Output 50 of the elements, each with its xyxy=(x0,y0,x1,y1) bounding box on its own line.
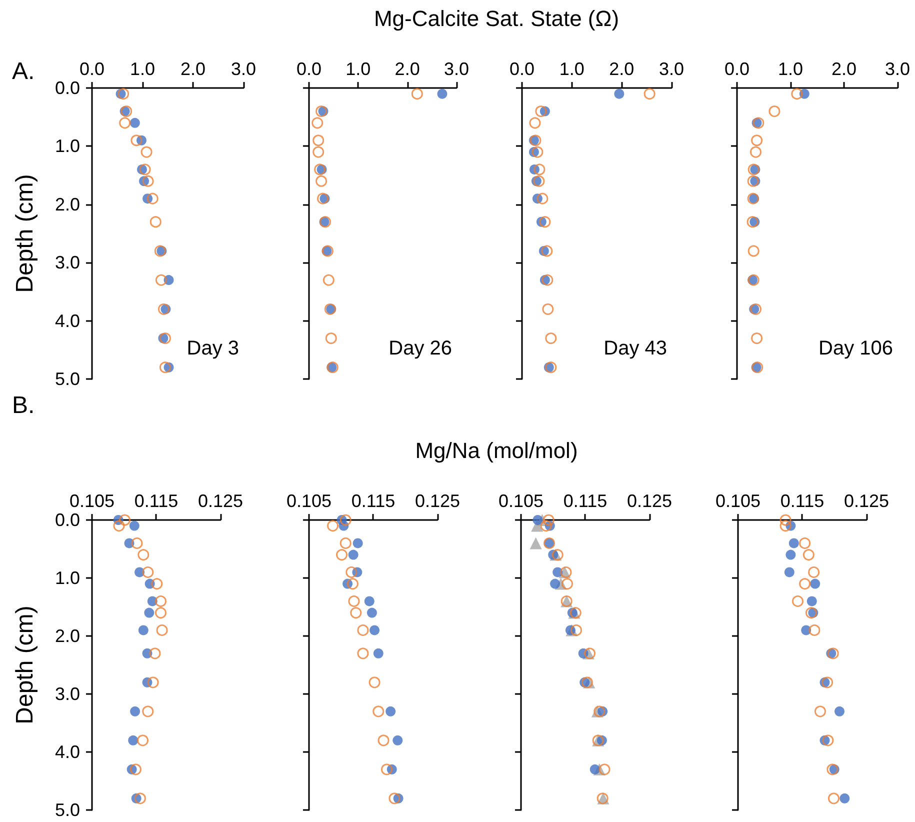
x-tick-label: 3.0 xyxy=(444,59,470,79)
x-tick-label: 0.105 xyxy=(286,491,332,511)
x-tick-label: 0.0 xyxy=(79,59,105,79)
y-tick-label: 4.0 xyxy=(54,742,80,762)
y-tick-label: 2.0 xyxy=(54,626,80,646)
x-tick-label: 2.0 xyxy=(180,59,206,79)
annotation: Day 26 xyxy=(388,337,452,360)
y-axis-title: Depth (cm) xyxy=(12,174,38,293)
x-axis-title: Mg-Calcite Sat. State (Ω) xyxy=(372,6,620,32)
y-tick-label: 5.0 xyxy=(54,369,80,389)
x-tick-label: 0.115 xyxy=(134,491,178,511)
x-tick-label: 2.0 xyxy=(609,59,634,79)
chart-title: B. xyxy=(12,392,35,420)
y-tick-label: 3.0 xyxy=(54,252,80,273)
x-tick-label: 0.125 xyxy=(414,491,460,511)
y-tick-label: 2.0 xyxy=(54,194,80,214)
x-tick-label: 0.125 xyxy=(626,491,672,511)
x-axis-title: Mg/Na (mol/mol) xyxy=(414,438,579,464)
y-tick-label: 1.0 xyxy=(54,568,80,588)
chart-title: A. xyxy=(12,58,35,86)
y-tick-label: 5.0 xyxy=(54,800,80,820)
x-tick-label: 0.125 xyxy=(844,491,889,511)
x-tick-label: 0.0 xyxy=(296,59,322,79)
x-tick-label: 0.105 xyxy=(69,491,115,511)
x-tick-label: 2.0 xyxy=(831,59,857,79)
y-tick-label: 4.0 xyxy=(54,310,80,331)
annotation: Day 106 xyxy=(818,337,894,360)
x-tick-label: 0.0 xyxy=(509,59,535,79)
x-tick-label: 0.125 xyxy=(198,491,243,511)
x-tick-label: 1.0 xyxy=(346,59,371,79)
x-tick-label: 1.0 xyxy=(130,59,156,79)
y-axis-title: Depth (cm) xyxy=(12,606,38,724)
y-tick-label: 0.0 xyxy=(54,510,80,530)
x-tick-label: 0.105 xyxy=(498,491,544,511)
y-tick-label: 0.0 xyxy=(54,78,80,98)
y-tick-label: 1.0 xyxy=(54,136,80,156)
x-tick-label: 0.0 xyxy=(724,59,750,79)
x-tick-label: 1.0 xyxy=(778,59,804,79)
annotation: Day 43 xyxy=(604,337,668,360)
x-tick-label: 2.0 xyxy=(394,59,420,79)
x-tick-label: 1.0 xyxy=(559,59,584,79)
x-tick-label: 0.115 xyxy=(351,491,396,511)
x-tick-label: 0.115 xyxy=(780,491,824,511)
annotation: Day 3 xyxy=(186,337,240,360)
x-tick-label: 3.0 xyxy=(884,59,910,79)
x-tick-label: 0.115 xyxy=(563,491,608,511)
x-tick-label: 0.105 xyxy=(715,491,761,511)
x-tick-label: 3.0 xyxy=(230,59,256,79)
y-tick-label: 3.0 xyxy=(54,684,80,704)
x-tick-label: 3.0 xyxy=(658,59,684,79)
